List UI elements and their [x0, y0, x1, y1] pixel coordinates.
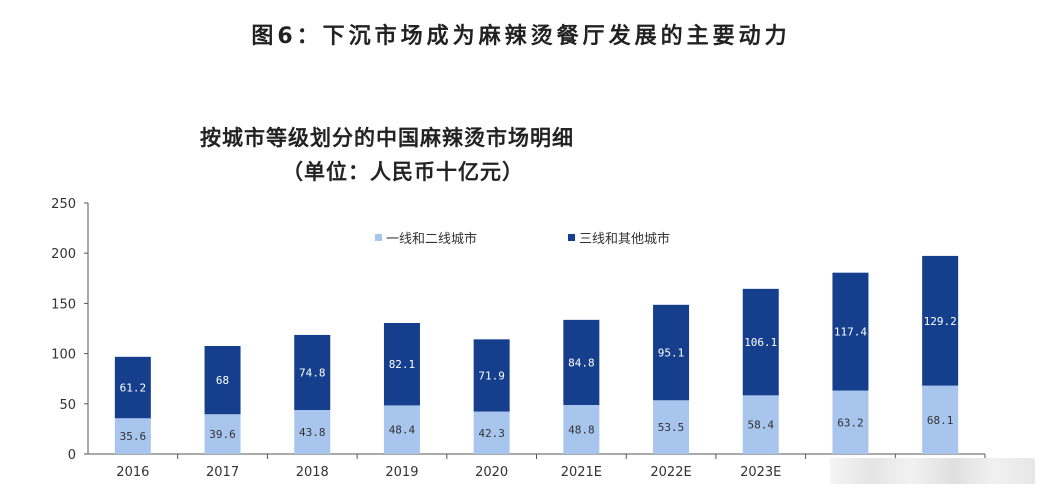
- data-label-tier12: 43.8: [299, 426, 326, 439]
- data-label-tier12: 48.4: [389, 424, 416, 437]
- y-tick-label: 250: [51, 197, 76, 212]
- chart-subtitle: （单位：人民币十亿元）: [282, 160, 524, 184]
- data-label-tier3plus: 68: [216, 374, 229, 387]
- bar-segment-tier3plus: [204, 345, 241, 415]
- legend-item-tier12: 一线和二线城市: [375, 228, 477, 247]
- y-tick-label: 150: [51, 297, 76, 312]
- y-tick-label: 100: [51, 348, 76, 363]
- bar-segment-tier3plus: [114, 356, 151, 419]
- bar-segment-tier12: [563, 405, 600, 454]
- watermark-blur: [830, 458, 1035, 484]
- bar-segment-tier3plus: [742, 288, 779, 396]
- data-label-tier12: 68.1: [927, 414, 954, 427]
- bar-segment-tier12: [832, 390, 869, 454]
- data-label-tier3plus: 106.1: [744, 336, 777, 349]
- data-label-tier12: 63.2: [837, 416, 864, 429]
- bar-segment-tier3plus: [832, 272, 869, 391]
- legend-label-tier12: 一线和二线城市: [386, 232, 478, 247]
- bar-segment-tier12: [922, 385, 959, 454]
- data-label-tier3plus: 61.2: [120, 382, 147, 395]
- bar-segment-tier3plus: [294, 334, 331, 411]
- x-tick-label: 2020: [475, 465, 508, 480]
- legend-swatch-tier12: [375, 234, 382, 241]
- x-tick-label: 2019: [385, 465, 418, 480]
- data-label-tier3plus: 95.1: [658, 347, 685, 360]
- x-tick-label: 2022E: [650, 465, 691, 480]
- data-label-tier12: 42.3: [478, 427, 505, 440]
- bar-segment-tier3plus: [383, 322, 420, 406]
- legend-label-tier3plus: 三线和其他城市: [579, 232, 671, 247]
- data-label-tier12: 48.8: [568, 424, 595, 437]
- data-label-tier12: 53.5: [658, 421, 685, 434]
- data-label-tier12: 39.6: [209, 428, 236, 441]
- x-tick-label: 2017: [206, 465, 239, 480]
- data-label-tier3plus: 71.9: [478, 369, 505, 382]
- bar-segment-tier3plus: [653, 304, 690, 401]
- data-label-tier3plus: 117.4: [834, 326, 867, 339]
- data-label-tier3plus: 74.8: [299, 366, 326, 379]
- x-tick-label: 2023E: [740, 465, 781, 480]
- data-label-tier12: 58.4: [748, 419, 775, 432]
- bar-segment-tier12: [473, 411, 510, 454]
- bar-segment-tier12: [742, 395, 779, 454]
- data-label-tier3plus: 84.8: [568, 356, 595, 369]
- y-tick-label: 50: [59, 398, 76, 413]
- bar-segment-tier3plus: [563, 319, 600, 406]
- data-label-tier3plus: 129.2: [924, 315, 957, 328]
- chart-title: 按城市等级划分的中国麻辣烫市场明细: [200, 126, 574, 150]
- bar-segment-tier12: [204, 414, 241, 454]
- bar-segment-tier12: [114, 418, 151, 454]
- y-tick-label: 200: [51, 247, 76, 262]
- bar-segment-tier12: [653, 400, 690, 454]
- x-tick-label: 2018: [296, 465, 329, 480]
- data-label-tier3plus: 82.1: [389, 358, 416, 371]
- bar-segment-tier12: [383, 405, 420, 454]
- x-tick-label: 2021E: [561, 465, 602, 480]
- data-label-tier12: 35.6: [120, 430, 147, 443]
- bar-segment-tier3plus: [922, 255, 959, 386]
- legend-swatch-tier3plus: [568, 234, 575, 241]
- bar-segment-tier3plus: [473, 339, 510, 412]
- figure-title: 图6：下沉市场成为麻辣烫餐厅发展的主要动力: [251, 24, 791, 49]
- legend-item-tier3plus: 三线和其他城市: [568, 228, 670, 247]
- bar-segment-tier12: [294, 410, 331, 454]
- x-tick-label: 2016: [116, 465, 149, 480]
- y-tick-label: 0: [68, 448, 76, 463]
